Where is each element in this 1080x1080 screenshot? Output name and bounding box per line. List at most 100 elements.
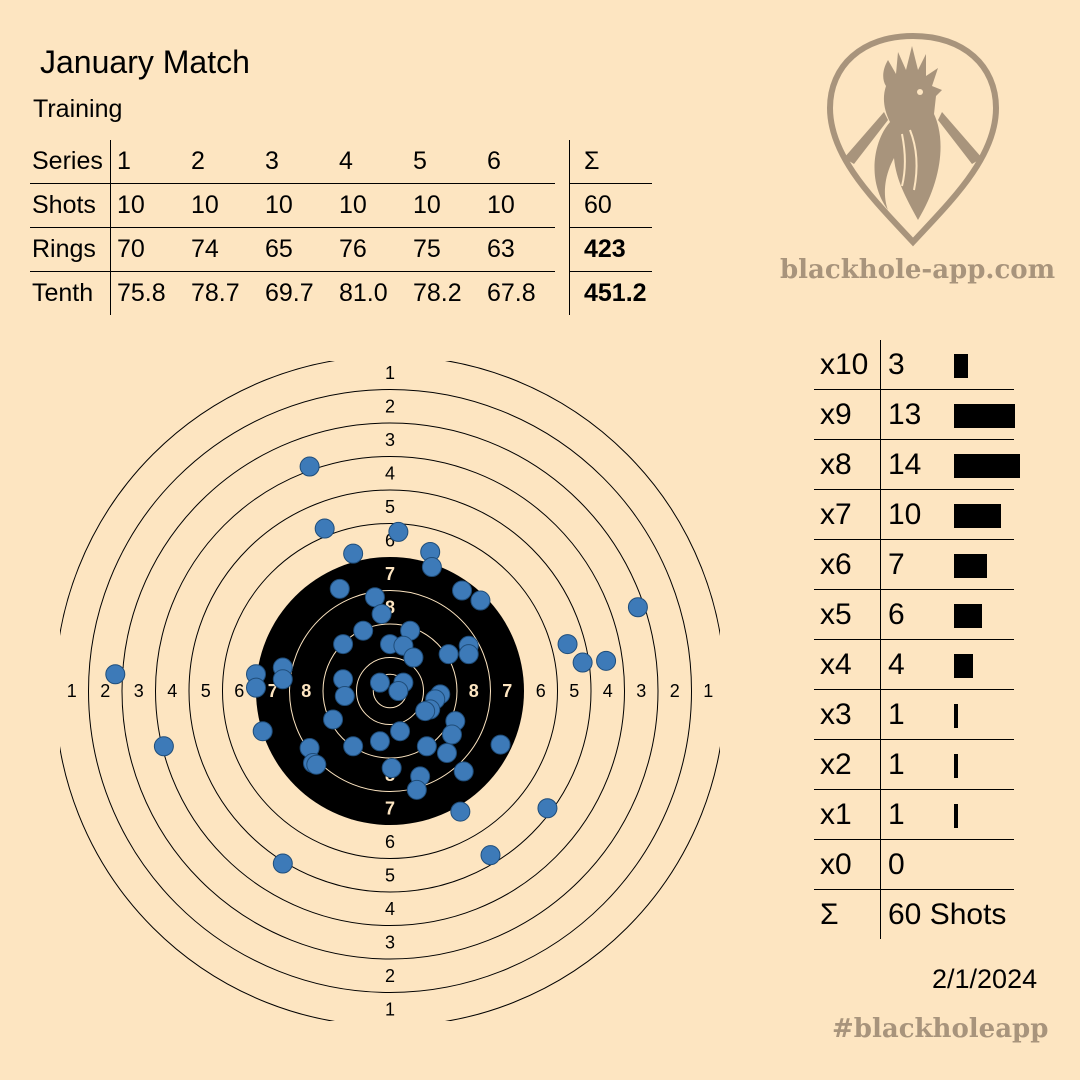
page-title: January Match bbox=[40, 44, 250, 80]
distribution-row: x2 1 bbox=[814, 740, 1014, 790]
ring-number: 3 bbox=[636, 681, 646, 701]
shooting-target: 11112222333344445555666677778888 bbox=[60, 361, 720, 1021]
ring-number: 1 bbox=[385, 363, 395, 383]
distribution-row: x8 14 bbox=[814, 440, 1020, 490]
shot-marker bbox=[306, 754, 327, 775]
ring-number: 4 bbox=[385, 463, 395, 483]
ring-number: 3 bbox=[385, 430, 395, 450]
row-header: Rings bbox=[30, 227, 111, 272]
ring-number: 6 bbox=[536, 681, 546, 701]
shot-marker bbox=[334, 686, 355, 707]
tenth-row: Tenth 75.8 78.7 69.7 81.0 78.2 67.8 451.… bbox=[30, 271, 652, 315]
ring-number: 7 bbox=[385, 798, 395, 818]
shot-marker bbox=[314, 518, 335, 539]
table-cell: 70 bbox=[110, 227, 185, 272]
ring-number: 4 bbox=[603, 681, 613, 701]
ring-number: 8 bbox=[301, 681, 311, 701]
shot-marker bbox=[369, 731, 390, 752]
hashtag: #blackholeapp bbox=[832, 1014, 1049, 1044]
shot-marker bbox=[153, 736, 174, 757]
distribution-row: x0 0 bbox=[814, 840, 1014, 890]
table-cell: 69.7 bbox=[265, 279, 314, 307]
series-number: 4 bbox=[333, 140, 407, 184]
distribution-row: x3 1 bbox=[814, 690, 1014, 740]
shot-marker bbox=[415, 701, 436, 722]
ring-number: 2 bbox=[385, 966, 395, 986]
ring-label: x5 bbox=[820, 598, 852, 631]
ring-count: 14 bbox=[888, 448, 922, 481]
shot-marker bbox=[299, 456, 320, 477]
shot-marker bbox=[105, 664, 126, 685]
site-url: blackhole-app.com bbox=[780, 255, 1056, 285]
table-cell: 10 bbox=[110, 183, 185, 228]
ring-label: x4 bbox=[820, 648, 852, 681]
shot-marker bbox=[353, 620, 374, 641]
shot-marker bbox=[369, 672, 390, 693]
ring-number: 1 bbox=[67, 681, 77, 701]
distribution-row: x6 7 bbox=[814, 540, 1014, 590]
ring-number: 6 bbox=[385, 832, 395, 852]
shot-marker bbox=[406, 779, 427, 800]
table-cell: 10 bbox=[259, 183, 333, 228]
table-cell: 10 bbox=[407, 183, 481, 228]
shot-marker bbox=[329, 578, 350, 599]
table-cell: 78.7 bbox=[191, 279, 240, 307]
ring-label: x6 bbox=[820, 548, 852, 581]
ring-3-circle bbox=[121, 422, 659, 960]
ring-bar bbox=[954, 354, 969, 378]
ring-number: 7 bbox=[502, 681, 512, 701]
shot-marker bbox=[390, 721, 411, 742]
shot-marker bbox=[343, 543, 364, 564]
table-cell: 78.2 bbox=[413, 279, 462, 307]
shot-marker bbox=[453, 761, 474, 782]
ring-label: x9 bbox=[820, 398, 852, 431]
shot-marker bbox=[343, 736, 364, 757]
ring-count: 0 bbox=[888, 848, 905, 881]
shot-marker bbox=[458, 644, 479, 665]
table-cell: 75.8 bbox=[117, 279, 166, 307]
shot-marker bbox=[371, 603, 392, 624]
shot-marker bbox=[388, 681, 409, 701]
table-cell: 67.8 bbox=[487, 279, 536, 307]
sum-header: Σ bbox=[569, 140, 652, 184]
ring-distribution: x10 3 x9 13 x8 14 x7 10 x6 7 x5 6 x4 4 bbox=[814, 340, 1020, 939]
table-cell: 10 bbox=[185, 183, 259, 228]
distribution-row: x4 4 bbox=[814, 640, 1014, 690]
distribution-row: x9 13 bbox=[814, 390, 1016, 440]
shot-marker bbox=[364, 587, 385, 608]
series-number: 2 bbox=[185, 140, 259, 184]
ring-bar bbox=[954, 604, 983, 628]
distribution-row: x7 10 bbox=[814, 490, 1014, 540]
distribution-row: x5 6 bbox=[814, 590, 1014, 640]
shot-marker bbox=[438, 644, 459, 665]
total-shots: 60 Shots bbox=[888, 898, 1007, 931]
ring-6-circle bbox=[222, 523, 558, 859]
shot-marker bbox=[416, 736, 437, 757]
row-header: Tenth bbox=[30, 271, 111, 315]
shot-marker bbox=[537, 798, 558, 819]
ring-bar bbox=[954, 754, 958, 778]
shot-marker bbox=[388, 521, 409, 542]
ring-count: 10 bbox=[888, 498, 922, 531]
total-label: Σ bbox=[820, 898, 839, 931]
distribution-row: x10 3 bbox=[814, 340, 1014, 390]
table-cell: 81.0 bbox=[339, 279, 388, 307]
ring-number: 7 bbox=[385, 564, 395, 584]
ring-count: 1 bbox=[888, 798, 905, 831]
series-number: 6 bbox=[481, 140, 555, 184]
series-table: Series 1 2 3 4 5 6 Σ Shots 10 10 10 10 1… bbox=[30, 140, 652, 315]
shot-marker bbox=[333, 669, 354, 690]
ring-count: 3 bbox=[888, 348, 905, 381]
ring-number: 6 bbox=[385, 530, 395, 550]
shot-marker bbox=[452, 580, 473, 601]
ring-count: 1 bbox=[888, 698, 905, 731]
ring-label: x3 bbox=[820, 698, 852, 731]
distribution-row: x1 1 bbox=[814, 790, 1014, 840]
table-cell: 63 bbox=[481, 227, 555, 272]
shot-marker bbox=[436, 742, 457, 763]
shots-row: Shots 10 10 10 10 10 10 60 bbox=[30, 183, 652, 228]
rings-row: Rings 70 74 65 76 75 63 423 bbox=[30, 227, 652, 272]
table-cell: 10 bbox=[333, 183, 407, 228]
shot-marker bbox=[470, 590, 491, 611]
shot-marker bbox=[480, 845, 501, 866]
